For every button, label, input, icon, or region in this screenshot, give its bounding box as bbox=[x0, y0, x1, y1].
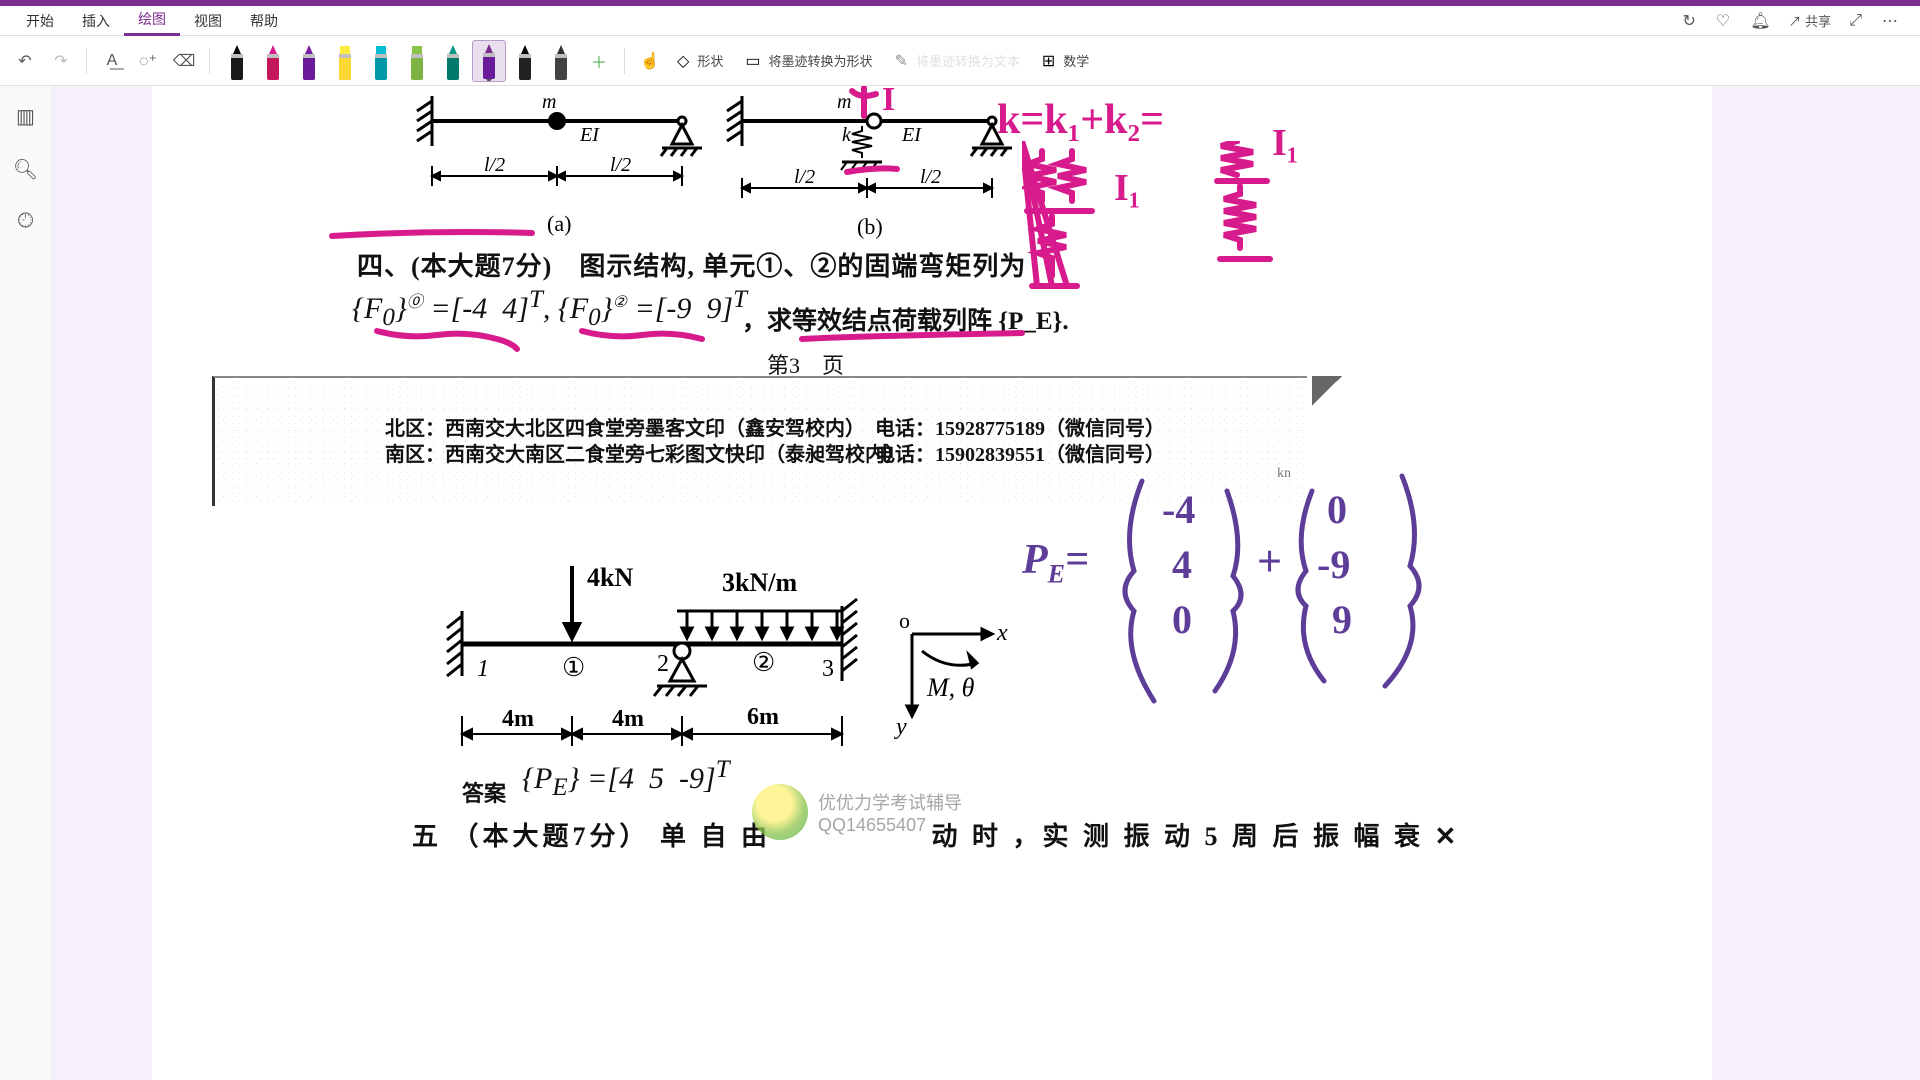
pen-7[interactable] bbox=[472, 40, 506, 82]
ink-k-equation: k=k₁+k₂= bbox=[997, 96, 1164, 144]
more-icon[interactable]: ⋯ bbox=[1872, 7, 1908, 35]
ink-pe-label: PE= bbox=[1022, 536, 1089, 589]
ink-I1-left: I₁ bbox=[1114, 166, 1140, 210]
ink-m2: 4 bbox=[1172, 541, 1192, 588]
menubar: 开始 插入 绘图 视图 帮助 ↻ ♡ 🔔︎ ↗ 共享 ⤢ ⋯ bbox=[0, 6, 1920, 36]
answer-label: 答案 bbox=[462, 776, 506, 808]
ink-m3: 0 bbox=[1172, 596, 1192, 643]
ink-springs-diagram bbox=[1022, 141, 1422, 341]
fullscreen-icon[interactable]: ⤢ bbox=[1839, 8, 1872, 34]
addr-south: 南区：西南交大南区二食堂旁七彩图文快印（泰昶驾校内） bbox=[385, 438, 905, 467]
ink-to-text-label: 将墨迹转换为文本 bbox=[912, 51, 1024, 70]
menu-help[interactable]: 帮助 bbox=[236, 7, 292, 35]
recent-icon[interactable]: 🕘︎ bbox=[18, 210, 34, 233]
phone-north: 电话：15928775189（微信同号） bbox=[875, 412, 1165, 441]
shape-icon: ◇ bbox=[677, 51, 689, 71]
page-corner bbox=[1312, 376, 1342, 406]
watermark: 优优力学考试辅导 QQ14655407 bbox=[752, 784, 962, 840]
ink-plus: + bbox=[1257, 536, 1282, 587]
left-rail: ▥ 🔍︎ 🕘︎ bbox=[0, 86, 52, 1080]
shape-label: 形状 bbox=[693, 51, 727, 70]
watermark-avatar bbox=[752, 784, 808, 840]
watermark-line1: 优优力学考试辅导 bbox=[818, 789, 962, 815]
svg-text:①: ① bbox=[562, 653, 585, 682]
bell-icon[interactable]: 🔔︎ bbox=[1740, 7, 1780, 35]
share-button[interactable]: ↗ 共享 bbox=[1781, 7, 1840, 34]
redo-button[interactable]: ↷ bbox=[46, 46, 76, 76]
problem4-heading: 四、(本大题7分) 图示结构, 单元①、②的固端弯矩列为 bbox=[357, 246, 1026, 283]
pen-0[interactable] bbox=[220, 40, 254, 82]
svg-text:6m: 6m bbox=[747, 704, 779, 730]
svg-text:4kN: 4kN bbox=[587, 563, 633, 592]
svg-text:2: 2 bbox=[657, 651, 669, 677]
ink-to-shape-label: 将墨迹转换为形状 bbox=[764, 51, 876, 70]
phone-south: 电话：15902839551（微信同号） bbox=[875, 438, 1165, 467]
svg-text:o: o bbox=[899, 608, 910, 633]
share-label: 共享 bbox=[1805, 14, 1831, 29]
svg-text:M, θ: M, θ bbox=[926, 673, 975, 702]
pen-9[interactable] bbox=[544, 40, 578, 82]
lasso-tool[interactable]: ◌⁺ bbox=[133, 46, 163, 76]
ink-m1: -4 bbox=[1162, 486, 1195, 533]
search-icon[interactable]: 🔍︎ bbox=[13, 157, 38, 182]
pen-2[interactable] bbox=[292, 40, 326, 82]
answer-formula: {PE} =[4 5 -9]T bbox=[522, 756, 730, 802]
svg-text:②: ② bbox=[752, 648, 775, 677]
math-group[interactable]: ⊞ 数学 bbox=[1036, 51, 1099, 71]
ink-n3: 9 bbox=[1332, 596, 1352, 643]
tips-icon[interactable]: ♡ bbox=[1706, 7, 1740, 35]
pen-6[interactable] bbox=[436, 40, 470, 82]
text-cursor-tool[interactable]: A͟ bbox=[97, 46, 127, 76]
addr-north: 北区：西南交大北区四食堂旁墨客文印（鑫安驾校内） bbox=[385, 412, 865, 441]
ink-to-shape-icon: ▭ bbox=[745, 51, 760, 71]
svg-text:3kN/m: 3kN/m bbox=[722, 568, 797, 597]
pen-1[interactable] bbox=[256, 40, 290, 82]
ink-I-top: I bbox=[882, 81, 895, 119]
eraser-tool[interactable]: ⌫ bbox=[169, 46, 199, 76]
pen-8[interactable] bbox=[508, 40, 542, 82]
ink-to-text-group[interactable]: ✎ 将墨迹转换为文本 bbox=[888, 51, 1029, 71]
menu-insert[interactable]: 插入 bbox=[68, 7, 124, 35]
svg-text:1: 1 bbox=[477, 656, 489, 682]
drawing-toolbar: ↶ ↷ A͟ ◌⁺ ⌫ bbox=[0, 36, 1920, 86]
menu-view[interactable]: 视图 bbox=[180, 7, 236, 35]
menu-draw[interactable]: 绘图 bbox=[124, 5, 180, 36]
watermark-line2: QQ14655407 bbox=[818, 815, 962, 836]
math-label: 数学 bbox=[1059, 51, 1093, 70]
pen-3[interactable] bbox=[328, 40, 362, 82]
svg-text:3: 3 bbox=[822, 656, 834, 682]
pen-5[interactable] bbox=[400, 40, 434, 82]
ink-I1-right: I₁ bbox=[1272, 121, 1298, 165]
pen-tray bbox=[220, 40, 578, 82]
ink-n1: 0 bbox=[1327, 486, 1347, 533]
note-page: m EI l/2 l/2 (a) bbox=[152, 86, 1712, 1080]
shape-group[interactable]: ◇ 形状 bbox=[671, 51, 733, 71]
undo-button[interactable]: ↶ bbox=[10, 46, 40, 76]
menu-start[interactable]: 开始 bbox=[12, 7, 68, 35]
ink-small-note: kn bbox=[1277, 466, 1291, 482]
ink-to-shape-group[interactable]: ▭ 将墨迹转换为形状 bbox=[739, 51, 882, 71]
touch-draw-toggle[interactable]: ☝ bbox=[635, 46, 665, 76]
sync-icon[interactable]: ↻ bbox=[1672, 7, 1705, 35]
ink-n2: -9 bbox=[1317, 541, 1350, 588]
canvas-area[interactable]: m EI l/2 l/2 (a) bbox=[52, 86, 1920, 1080]
ink-to-text-icon: ✎ bbox=[894, 51, 907, 71]
svg-text:y: y bbox=[894, 714, 907, 740]
add-pen-button[interactable]: ＋ bbox=[584, 46, 614, 76]
svg-text:4m: 4m bbox=[612, 706, 644, 732]
svg-text:x: x bbox=[996, 620, 1008, 646]
notebooks-icon[interactable]: ▥ bbox=[16, 104, 35, 129]
svg-text:4m: 4m bbox=[502, 706, 534, 732]
math-icon: ⊞ bbox=[1042, 51, 1055, 71]
pen-4[interactable] bbox=[364, 40, 398, 82]
